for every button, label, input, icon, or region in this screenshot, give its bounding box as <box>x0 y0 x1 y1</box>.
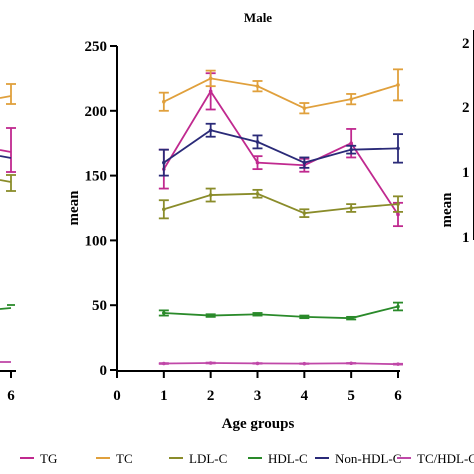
left-panel-tg-line <box>0 149 12 153</box>
legend-label-non-hdl-c: Non-HDL-C <box>335 451 401 466</box>
data-point-hdl-c <box>255 312 260 317</box>
x-tick-label: 4 <box>301 388 309 404</box>
data-point-tg <box>396 212 400 217</box>
series-layer <box>158 68 403 366</box>
right-panel-tick-label: 2 <box>462 100 470 116</box>
left-panel-ldl-line <box>0 179 12 183</box>
x-tick-label: 5 <box>347 388 355 404</box>
data-point-tc <box>162 99 166 104</box>
legend-label-hdl-c: HDL-C <box>268 451 308 466</box>
x-tick-label: 1 <box>160 388 168 404</box>
data-point-ldl-c <box>208 193 213 197</box>
legend-label-ldl-c: LDL-C <box>189 451 227 466</box>
series-line-tc-hdl-c-ratio <box>163 362 399 366</box>
series-line-ldl-c <box>163 192 399 215</box>
left-panel-nonhdl-line <box>0 155 12 159</box>
series-line-tc <box>163 77 399 110</box>
data-point-ldl-c <box>302 211 307 215</box>
left-panel-tc-line <box>0 95 12 99</box>
x-tick-label: 3 <box>254 388 262 404</box>
data-point-tc-hdl-c-ratio <box>396 362 400 366</box>
right-panel: 2 2 1 1 mean <box>439 30 474 246</box>
right-panel-tick-label: 1 <box>462 165 470 181</box>
data-point-ldl-c <box>255 191 260 196</box>
data-point-tc-hdl-c-ratio <box>302 361 307 366</box>
series-line-hdl-c <box>163 305 399 320</box>
legend-label-tc: TC <box>116 451 133 466</box>
data-point-ldl-c <box>396 202 400 206</box>
data-point-tc <box>255 84 260 88</box>
right-panel-y-axis-title: mean <box>439 192 455 228</box>
data-point-non-hdl-c <box>396 146 400 151</box>
right-panel-tick-label: 2 <box>462 36 470 52</box>
y-ticks: 0 50 100 150 200 250 <box>85 39 117 379</box>
series-line-tg <box>163 89 399 215</box>
legend: TG TC LDL-C HDL-C Non-HDL-C TC/HDL-C ra <box>20 451 474 466</box>
data-point-tc-hdl-c-ratio <box>349 361 353 366</box>
y-tick-label: 150 <box>85 169 108 185</box>
x-tick-label: 2 <box>207 388 215 404</box>
data-point-tg <box>349 141 353 145</box>
chart-title: Male <box>244 10 272 25</box>
x-ticks: 0 1 2 3 4 5 6 <box>113 370 402 404</box>
data-point-tc <box>349 97 353 101</box>
data-point-non-hdl-c <box>208 128 213 133</box>
y-axis-title: mean <box>66 190 82 226</box>
y-tick-label: 0 <box>100 363 108 379</box>
y-tick-label: 100 <box>85 233 108 249</box>
legend-label-tc-hdl-c-ratio: TC/HDL-C ra <box>417 451 474 466</box>
data-point-tc <box>302 106 307 111</box>
data-point-non-hdl-c <box>349 147 353 152</box>
data-point-hdl-c <box>396 304 400 309</box>
data-point-hdl-c <box>162 311 166 315</box>
data-point-ldl-c <box>162 207 166 212</box>
y-tick-label: 50 <box>92 298 107 314</box>
x-tick-label: 0 <box>113 388 121 404</box>
legend-label-tg: TG <box>40 451 57 466</box>
left-panel-hdl-line <box>0 307 12 310</box>
data-point-tc-hdl-c-ratio <box>208 361 213 365</box>
data-point-non-hdl-c <box>255 140 260 144</box>
data-point-non-hdl-c <box>302 160 307 165</box>
series-line-non-hdl-c <box>163 129 399 164</box>
x-axis-title: Age groups <box>222 416 295 432</box>
data-point-non-hdl-c <box>162 160 166 165</box>
data-point-hdl-c <box>349 316 353 320</box>
y-tick-label: 200 <box>85 104 108 120</box>
left-panel-tick-label: 6 <box>7 388 15 404</box>
y-tick-label: 250 <box>85 39 108 55</box>
data-point-hdl-c <box>208 313 213 318</box>
data-point-tc-hdl-c-ratio <box>255 361 260 366</box>
data-point-hdl-c <box>302 315 307 319</box>
data-point-tg <box>255 160 260 165</box>
left-panel: 6 <box>0 83 16 404</box>
data-point-tc-hdl-c-ratio <box>162 361 166 366</box>
x-tick-label: 6 <box>394 388 402 404</box>
data-point-ldl-c <box>349 206 353 210</box>
right-panel-tick-label: 1 <box>462 230 470 246</box>
data-point-tg <box>208 89 213 94</box>
data-point-tc <box>208 76 213 81</box>
data-point-tc <box>396 83 400 87</box>
